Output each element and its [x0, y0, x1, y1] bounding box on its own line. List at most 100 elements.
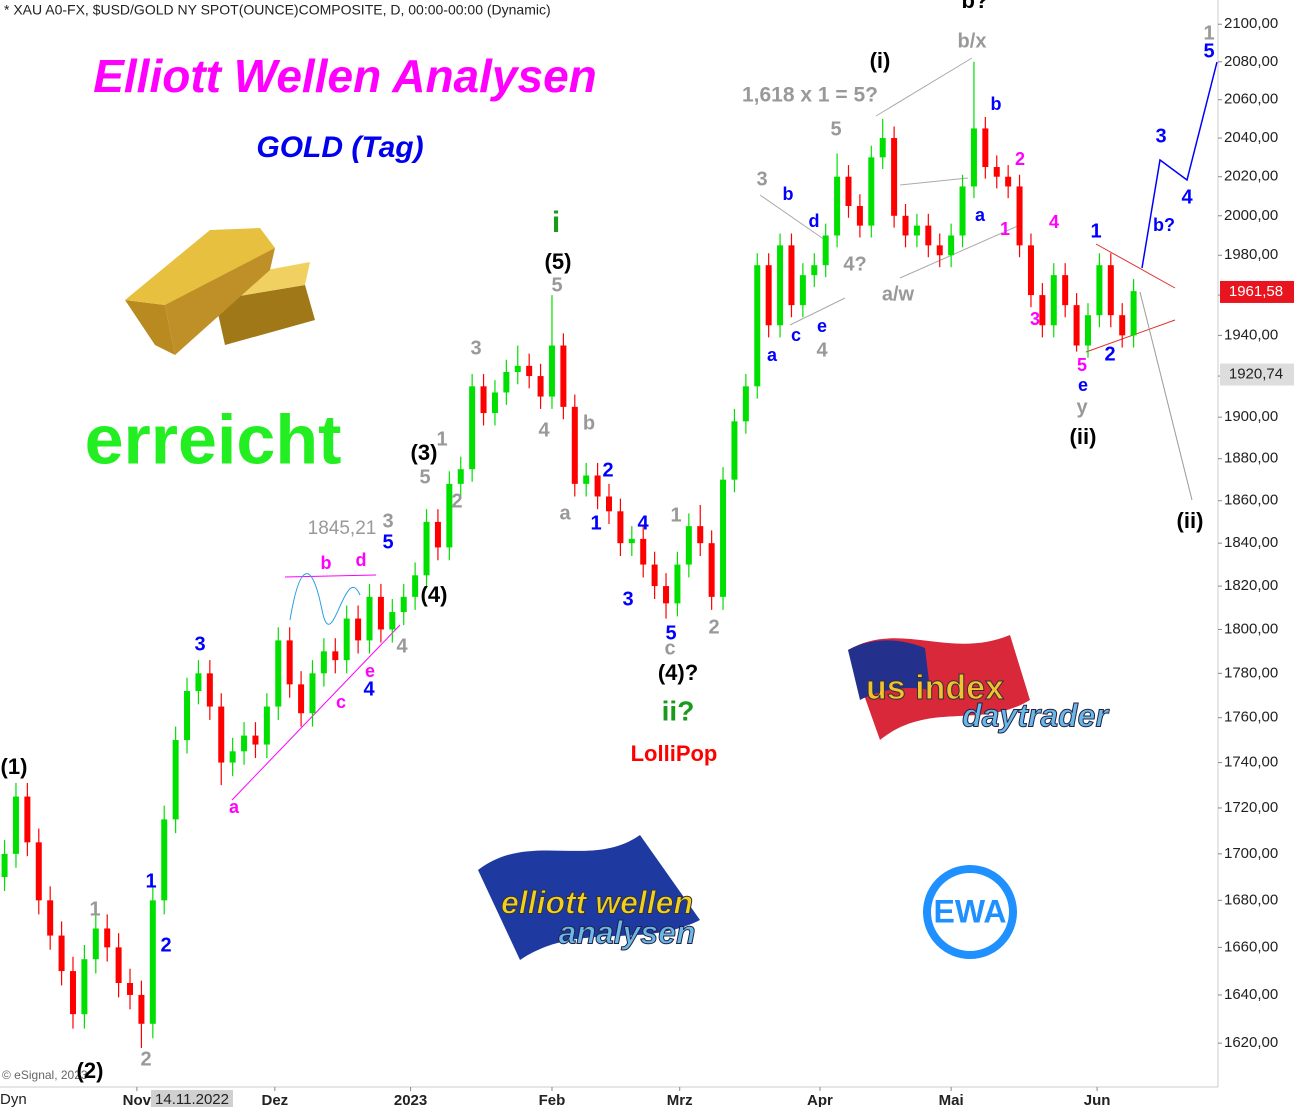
- wave-label: (i): [870, 48, 891, 73]
- wave-label: b: [783, 184, 794, 204]
- wave-label: b?: [1153, 215, 1175, 235]
- candle-body: [948, 235, 955, 256]
- candle-body: [936, 245, 943, 256]
- candle-body: [982, 128, 989, 168]
- wave-label: d: [809, 211, 820, 231]
- candle-body: [92, 928, 99, 960]
- y-tick-label: 2060,00: [1224, 91, 1278, 108]
- x-tick-label: Apr: [807, 1092, 833, 1107]
- us-index-logo: us index daytrader: [848, 635, 1110, 740]
- candle-body: [218, 706, 225, 763]
- candle-body: [286, 640, 293, 685]
- candle-body: [560, 345, 567, 407]
- wave-label: 4: [396, 635, 408, 657]
- price-label: 1920,74: [1229, 366, 1283, 383]
- wave-label: (4): [421, 582, 448, 607]
- wave-label: 2: [1104, 343, 1115, 365]
- wave-label: 4: [363, 678, 375, 700]
- candle-body: [1107, 265, 1114, 316]
- trend-line: [231, 624, 401, 801]
- note: erreicht: [85, 400, 342, 478]
- level-label: 1845,21: [308, 518, 377, 539]
- x-tick-label: 2023: [394, 1092, 427, 1107]
- chart-title: * XAU A0-FX, $USD/GOLD NY SPOT(OUNCE)COM…: [4, 2, 551, 18]
- wave-label: a: [559, 502, 571, 524]
- wave-label: b: [583, 412, 595, 434]
- candle-body: [526, 365, 533, 377]
- y-tick-label: 1800,00: [1224, 620, 1278, 637]
- candle-body: [799, 275, 806, 306]
- candle-body: [138, 994, 145, 1024]
- logo-text: EWA: [934, 893, 1007, 929]
- candle-body: [970, 128, 977, 187]
- y-tick-label: 2040,00: [1224, 129, 1278, 146]
- logo-text: daytrader: [962, 697, 1109, 733]
- y-tick-label: 1640,00: [1224, 986, 1278, 1003]
- candle-body: [514, 365, 521, 372]
- x-tick-label: Nov: [123, 1092, 152, 1107]
- y-tick-label: 1980,00: [1224, 246, 1278, 263]
- wave-label: b?: [962, 0, 989, 13]
- candle-body: [993, 167, 1000, 177]
- y-tick-label: 1720,00: [1224, 799, 1278, 816]
- y-tick-label: 1940,00: [1224, 326, 1278, 343]
- wave-label: b/x: [958, 30, 987, 52]
- wave-label: 5: [665, 622, 676, 644]
- wave-label: a/w: [882, 283, 915, 305]
- y-tick-label: 1840,00: [1224, 534, 1278, 551]
- candle-body: [275, 640, 282, 707]
- candle-body: [788, 245, 795, 306]
- wave-label: 3: [756, 168, 767, 190]
- candle-body: [104, 928, 111, 948]
- heading: Elliott Wellen Analysen: [93, 50, 597, 102]
- candle-body: [366, 596, 373, 641]
- wave-label: 4: [637, 512, 649, 534]
- candle-body: [720, 479, 727, 597]
- candle-body: [640, 538, 647, 565]
- wave-label: 5: [830, 118, 841, 140]
- trend-line: [899, 224, 1021, 279]
- candle-body: [1096, 265, 1103, 316]
- logo-text: analysen: [559, 914, 696, 950]
- candle-body: [1062, 275, 1069, 306]
- candles: [1, 61, 1137, 1048]
- x-tick-label: Jun: [1084, 1092, 1111, 1107]
- wave-label: (5): [545, 249, 572, 274]
- candle-body: [868, 157, 875, 226]
- wave-label: 1: [1203, 22, 1214, 44]
- candle-body: [548, 345, 555, 397]
- y-tick-label: 1660,00: [1224, 938, 1278, 955]
- candle-body: [377, 596, 384, 630]
- candle-body: [822, 235, 829, 266]
- candle-body: [446, 483, 453, 548]
- candle-body: [777, 245, 784, 326]
- wave-label: 1: [1090, 220, 1101, 242]
- candle-body: [469, 386, 476, 470]
- candle-body: [412, 575, 419, 597]
- candle-body: [343, 618, 350, 661]
- wave-label: (3): [411, 440, 438, 465]
- candle-body: [1073, 305, 1080, 346]
- candle-body: [252, 735, 259, 745]
- wave-label: 2: [140, 1048, 151, 1070]
- y-tick-label: 1820,00: [1224, 577, 1278, 594]
- y-axis-area: [1218, 0, 1294, 1107]
- wave-label-group: LolliPop: [631, 741, 718, 766]
- elliott-logo: elliott wellen analysen: [478, 835, 700, 960]
- wave-label: 1: [89, 898, 100, 920]
- candle-body: [1005, 176, 1012, 187]
- wave-label: e: [1078, 375, 1088, 395]
- candle-body: [879, 138, 886, 158]
- wave-label: 1: [145, 870, 156, 892]
- candle-body: [811, 265, 818, 276]
- candle-body: [12, 796, 19, 854]
- pattern-lines: [231, 57, 1218, 801]
- y-tick-label: 2020,00: [1224, 168, 1278, 185]
- wave-label: 1: [670, 504, 681, 526]
- price-label-box: [1220, 280, 1294, 303]
- wave-label: e: [817, 316, 827, 336]
- trend-line: [875, 57, 973, 117]
